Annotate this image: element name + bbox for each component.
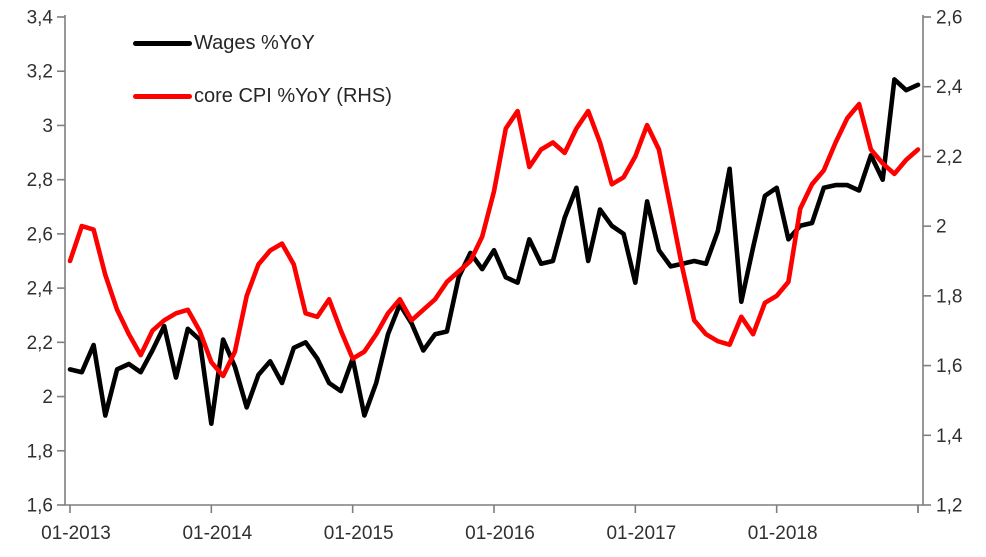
legend-item-core-cpi: core CPI %YoY (RHS) xyxy=(133,83,392,109)
x-axis-tick-label: 01-2018 xyxy=(748,523,818,544)
left-axis-tick-label: 2,2 xyxy=(27,333,53,354)
core-cpi-line-swatch xyxy=(133,93,192,99)
x-axis-tick-label: 01-2013 xyxy=(41,523,111,544)
x-axis-tick-label: 01-2015 xyxy=(324,523,394,544)
x-axis-tick-label: 01-2014 xyxy=(182,523,252,544)
left-axis-tick-label: 3 xyxy=(42,116,53,137)
right-axis-tick-label: 1,4 xyxy=(936,426,963,447)
right-axis-tick-label: 1,2 xyxy=(936,496,962,517)
left-axis-tick-label: 2,6 xyxy=(27,224,53,245)
left-axis-tick-label: 2 xyxy=(42,387,53,408)
left-axis-tick-label: 3,2 xyxy=(27,62,53,83)
right-axis-tick-label: 2,6 xyxy=(936,8,962,29)
left-axis-tick-label: 2,8 xyxy=(27,170,53,191)
right-axis-tick-label: 2,2 xyxy=(936,147,962,168)
wages-line xyxy=(67,77,921,427)
legend-label-wages: Wages %YoY xyxy=(194,31,315,54)
x-axis-tick-label: 01-2017 xyxy=(606,523,676,544)
legend-label-core-cpi: core CPI %YoY (RHS) xyxy=(194,84,392,107)
x-axis-tick-label: 01-2016 xyxy=(465,523,535,544)
left-axis-tick-label: 1,8 xyxy=(27,441,53,462)
left-axis-tick-label: 3,4 xyxy=(27,8,54,29)
left-axis-tick-label: 1,6 xyxy=(27,496,53,517)
right-axis-tick-label: 1,6 xyxy=(936,356,962,377)
right-axis-tick-label: 2 xyxy=(936,217,947,238)
right-axis-tick-label: 2,4 xyxy=(936,77,963,98)
right-axis-tick-label: 1,8 xyxy=(936,286,962,307)
legend-item-wages: Wages %YoY xyxy=(133,30,392,56)
legend: Wages %YoY core CPI %YoY (RHS) xyxy=(133,30,392,136)
core-cpi-line xyxy=(67,101,921,379)
left-axis-tick-label: 2,4 xyxy=(27,279,54,300)
wages-line-swatch xyxy=(133,40,192,46)
